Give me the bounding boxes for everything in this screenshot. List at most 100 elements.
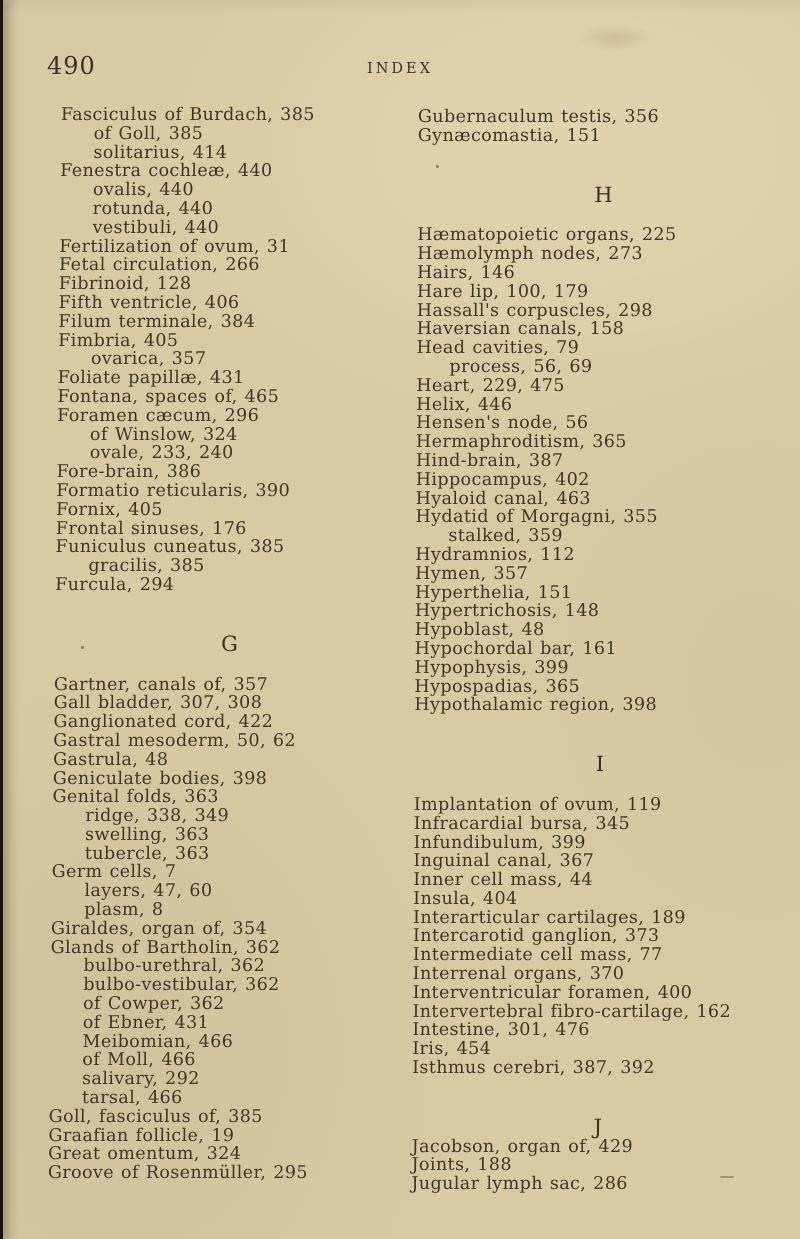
index-entry: Geniculate bodies, 398 [52, 768, 268, 789]
section-letter-heading: J [593, 1114, 603, 1139]
index-entry: process, 56, 69 [449, 356, 593, 377]
index-entry: Insula, 404 [413, 888, 518, 909]
index-entry: gracilis, 385 [88, 556, 205, 577]
section-letter-heading: H [594, 182, 613, 207]
index-entry: Head cavities, 79 [416, 338, 580, 359]
index-entry: Inner cell mass, 44 [413, 870, 593, 891]
index-entry: Fifth ventricle, 406 [58, 292, 240, 313]
index-entry: ovarica, 357 [90, 349, 207, 370]
index-entry: Fornix, 405 [55, 499, 163, 520]
index-entry: Gall bladder, 307, 308 [53, 693, 263, 714]
index-entry: Foramen cæcum, 296 [57, 405, 260, 426]
index-entry: Furcula, 294 [55, 574, 175, 595]
index-entry: Intervertebral fibro-cartilage, 162 [412, 1001, 732, 1022]
index-entry: Hypoblast, 48 [414, 620, 545, 641]
index-entry: Jacobson, organ of, 429 [411, 1136, 634, 1157]
index-entry: Interrenal organs, 370 [412, 964, 625, 985]
index-entry: Hind-brain, 387 [415, 450, 564, 471]
index-entry: Graafian follicle, 19 [48, 1125, 235, 1146]
index-entry: Hensen's node, 56 [416, 413, 589, 434]
index-entry: Infracardial bursa, 345 [413, 813, 631, 834]
index-entry: Hypophysis, 399 [414, 657, 569, 678]
index-entry: Fimbria, 405 [58, 330, 179, 351]
index-entry: swelling, 363 [84, 824, 210, 845]
index-entry: Goll, fasciculus of, 385 [48, 1106, 263, 1127]
index-entry: Intestine, 301, 476 [412, 1020, 590, 1041]
index-entry: layers, 47, 60 [84, 881, 213, 902]
paper-speck [81, 646, 84, 649]
index-entry: Hare lip, 100, 179 [416, 281, 589, 302]
index-entry: Fasciculus of Burdach, 385 [60, 105, 315, 125]
index-entry: Inguinal canal, 367 [413, 851, 595, 872]
index-entry: vestibuli, 440 [92, 217, 220, 238]
index-entry: bulbo-urethral, 362 [83, 956, 266, 977]
index-entry: Joints, 188 [411, 1155, 512, 1176]
section-letter-heading: G [220, 631, 238, 656]
index-entry: Fenestra cochleæ, 440 [60, 161, 273, 182]
index-entry: of Winslow, 324 [89, 424, 238, 445]
index-entry: Gastrula, 48 [52, 749, 169, 770]
index-entry: tubercle, 363 [84, 843, 210, 864]
section-letter-heading: I [595, 752, 605, 777]
page-title: INDEX [367, 61, 433, 77]
index-entry: of Ebner, 431 [82, 1012, 210, 1033]
index-entry: rotunda, 440 [92, 198, 214, 219]
index-entry: plasm, 8 [84, 900, 164, 921]
index-entry: tarsal, 466 [81, 1088, 183, 1109]
index-entry: Foliate papillæ, 431 [57, 368, 245, 389]
paper-speck [720, 1176, 734, 1178]
index-entry: of Moll, 466 [82, 1050, 197, 1071]
index-entry: ovalis, 440 [92, 180, 195, 201]
index-entry: Funiculus cuneatus, 385 [55, 537, 285, 558]
index-entry: Interarticular cartilages, 189 [412, 907, 686, 928]
index-entry: Giraldes, organ of, 354 [50, 918, 268, 939]
index-entry: Intermediate cell mass, 77 [412, 945, 663, 966]
index-entry: Hydramnios, 112 [415, 544, 575, 565]
index-entry: Meibomian, 466 [82, 1031, 234, 1052]
index-entry: Great omentum, 324 [48, 1144, 242, 1165]
index-entry: Formatio reticularis, 390 [56, 480, 291, 501]
index-entry: Gubernaculum testis, 356 [417, 107, 660, 127]
index-entry: Hydatid of Morgagni, 355 [415, 507, 658, 528]
index-entry: Gynæcomastia, 151 [417, 125, 602, 146]
index-entry: Haversian canals, 158 [416, 319, 625, 340]
index-entry: Fetal circulation, 266 [58, 255, 260, 276]
index-entry: Hyperthelia, 151 [414, 582, 573, 603]
index-column-left: Fasciculus of Burdach, 385 of Goll, 385 so… [47, 105, 411, 1184]
index-entry: Hymen, 357 [415, 563, 529, 584]
index-entry: Hairs, 146 [416, 262, 516, 283]
index-entry: Hypothalamic region, 398 [414, 695, 658, 716]
index-entry: Interventricular foramen, 400 [412, 982, 693, 1003]
index-entry: Fibrinoid, 128 [58, 274, 192, 295]
paper-speck [436, 165, 439, 168]
index-entry: Genital folds, 363 [52, 787, 220, 808]
index-entry: ridge, 338, 349 [85, 806, 230, 827]
index-entry: Fontana, spaces of, 465 [57, 386, 280, 407]
index-entry: Groove of Rosenmüller, 295 [47, 1163, 308, 1184]
index-entry: Hermaphroditism, 365 [415, 432, 627, 453]
index-entry: ovale, 233, 240 [89, 443, 234, 464]
index-entry: Hippocampus, 402 [415, 469, 590, 490]
index-entry: Hypochordal bar, 161 [414, 638, 618, 659]
index-entry: Ganglionated cord, 422 [53, 712, 274, 733]
index-entry: stalked, 359 [448, 526, 563, 547]
index-entry: Glands of Bartholin, 362 [50, 937, 281, 958]
index-entry: Implantation of ovum, 119 [413, 794, 662, 815]
index-entry: Gartner, canals of, 357 [53, 674, 269, 695]
index-entry: Isthmus cerebri, 387, 392 [412, 1058, 655, 1079]
index-entry: Germ cells, 7 [51, 862, 177, 883]
index-entry: Hypospadias, 365 [414, 676, 581, 697]
index-entry: Hæmatopoietic organs, 225 [417, 225, 677, 246]
index-entry: salivary, 292 [81, 1069, 200, 1090]
index-entry: Fore-brain, 386 [56, 462, 202, 483]
index-entry: solitarius, 414 [93, 142, 228, 163]
page-number: 490 [47, 52, 96, 80]
index-entry: Gastral mesoderm, 50, 62 [53, 730, 297, 751]
index-entry: Hassall's corpuscles, 298 [416, 300, 653, 321]
index-entry: of Goll, 385 [93, 123, 204, 144]
index-entry: bulbo-vestibular, 362 [83, 975, 280, 996]
index-entry: Frontal sinuses, 176 [55, 518, 247, 539]
index-entry: of Cowper, 362 [82, 994, 225, 1015]
index-entry: Filum terminale, 384 [58, 311, 256, 332]
